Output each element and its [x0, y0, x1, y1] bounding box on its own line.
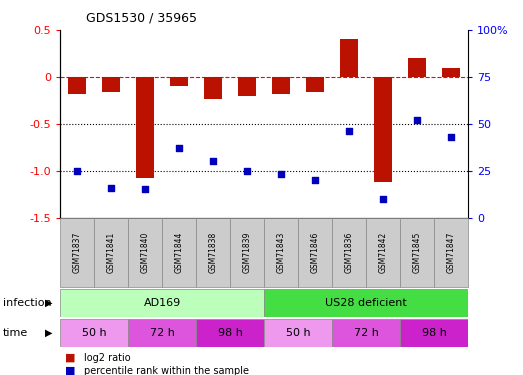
Text: ■: ■ — [65, 366, 76, 375]
FancyBboxPatch shape — [366, 217, 400, 287]
Text: 98 h: 98 h — [422, 328, 447, 338]
Text: GSM71846: GSM71846 — [311, 231, 320, 273]
Text: 98 h: 98 h — [218, 328, 243, 338]
Text: percentile rank within the sample: percentile rank within the sample — [84, 366, 248, 375]
FancyBboxPatch shape — [400, 319, 468, 347]
Point — [175, 145, 184, 151]
Text: GSM71845: GSM71845 — [413, 231, 422, 273]
Bar — [408, 58, 426, 77]
Text: GSM71836: GSM71836 — [345, 231, 354, 273]
FancyBboxPatch shape — [264, 217, 298, 287]
Text: time: time — [3, 328, 28, 338]
Bar — [170, 77, 188, 86]
FancyBboxPatch shape — [264, 319, 332, 347]
Point — [141, 186, 150, 192]
FancyBboxPatch shape — [264, 289, 468, 317]
Bar — [68, 77, 86, 94]
FancyBboxPatch shape — [196, 217, 230, 287]
FancyBboxPatch shape — [60, 217, 94, 287]
Text: GSM71838: GSM71838 — [209, 231, 218, 273]
Bar — [340, 39, 358, 77]
FancyBboxPatch shape — [298, 217, 332, 287]
Point — [277, 171, 286, 177]
Text: GSM71839: GSM71839 — [243, 231, 252, 273]
Point — [447, 134, 456, 140]
Text: infection: infection — [3, 298, 51, 308]
Point — [345, 128, 354, 134]
Text: GSM71844: GSM71844 — [175, 231, 184, 273]
Bar — [442, 68, 460, 77]
Text: 50 h: 50 h — [82, 328, 107, 338]
FancyBboxPatch shape — [230, 217, 264, 287]
Text: GSM71841: GSM71841 — [107, 231, 116, 273]
Point — [73, 168, 82, 174]
Text: GDS1530 / 35965: GDS1530 / 35965 — [86, 11, 197, 24]
FancyBboxPatch shape — [162, 217, 196, 287]
Text: 72 h: 72 h — [354, 328, 379, 338]
Bar — [272, 77, 290, 94]
Text: GSM71842: GSM71842 — [379, 231, 388, 273]
Bar — [102, 77, 120, 92]
Bar — [306, 77, 324, 92]
FancyBboxPatch shape — [60, 319, 128, 347]
FancyBboxPatch shape — [196, 319, 264, 347]
Text: ■: ■ — [65, 353, 76, 363]
Text: ▶: ▶ — [45, 328, 52, 338]
Text: GSM71847: GSM71847 — [447, 231, 456, 273]
Bar — [136, 77, 154, 178]
FancyBboxPatch shape — [94, 217, 128, 287]
FancyBboxPatch shape — [434, 217, 468, 287]
Text: log2 ratio: log2 ratio — [84, 353, 130, 363]
FancyBboxPatch shape — [400, 217, 434, 287]
Text: 72 h: 72 h — [150, 328, 175, 338]
Text: AD169: AD169 — [143, 298, 181, 308]
Text: 50 h: 50 h — [286, 328, 311, 338]
FancyBboxPatch shape — [332, 319, 400, 347]
Text: ▶: ▶ — [45, 298, 52, 308]
Point — [209, 158, 218, 164]
Point — [243, 168, 252, 174]
Point — [413, 117, 422, 123]
FancyBboxPatch shape — [128, 319, 196, 347]
Point — [107, 184, 116, 190]
Text: US28 deficient: US28 deficient — [325, 298, 407, 308]
Text: GSM71837: GSM71837 — [73, 231, 82, 273]
Text: GSM71840: GSM71840 — [141, 231, 150, 273]
FancyBboxPatch shape — [128, 217, 162, 287]
Bar — [204, 77, 222, 99]
Bar — [238, 77, 256, 96]
FancyBboxPatch shape — [332, 217, 366, 287]
Text: GSM71843: GSM71843 — [277, 231, 286, 273]
Bar — [374, 77, 392, 182]
Point — [379, 196, 388, 202]
FancyBboxPatch shape — [60, 289, 264, 317]
Point — [311, 177, 320, 183]
